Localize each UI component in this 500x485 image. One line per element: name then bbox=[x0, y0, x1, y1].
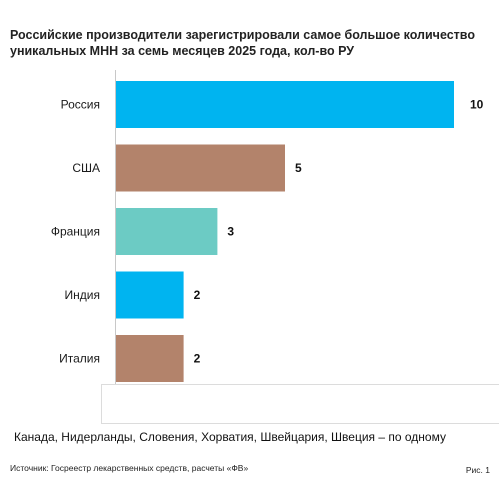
bar-1 bbox=[116, 81, 454, 128]
category-label-1: Россия bbox=[61, 98, 100, 112]
chart-title: Российские производители зарегистрировал… bbox=[10, 28, 475, 58]
note-box bbox=[101, 384, 499, 424]
category-label-3: Франция bbox=[51, 225, 100, 239]
value-label-4: 2 bbox=[194, 288, 201, 302]
figure-label: Рис. 1 bbox=[465, 465, 490, 475]
value-label-1: 10 bbox=[470, 98, 484, 112]
bar-3 bbox=[116, 208, 218, 255]
category-label-2: США bbox=[72, 161, 100, 175]
bar-5 bbox=[116, 335, 184, 382]
bar-4 bbox=[116, 271, 184, 319]
value-label-3: 3 bbox=[227, 225, 234, 239]
source-note: Источник: Госреестр лекарственных средст… bbox=[10, 463, 249, 473]
category-label-5: Италия bbox=[59, 352, 100, 366]
value-label-5: 2 bbox=[194, 352, 201, 366]
other-countries-note: Канада, Нидерланды, Словения, Хорватия, … bbox=[14, 430, 446, 444]
value-label-2: 5 bbox=[295, 161, 302, 175]
category-label-4: Индия bbox=[65, 288, 100, 302]
bar-2 bbox=[116, 144, 285, 192]
